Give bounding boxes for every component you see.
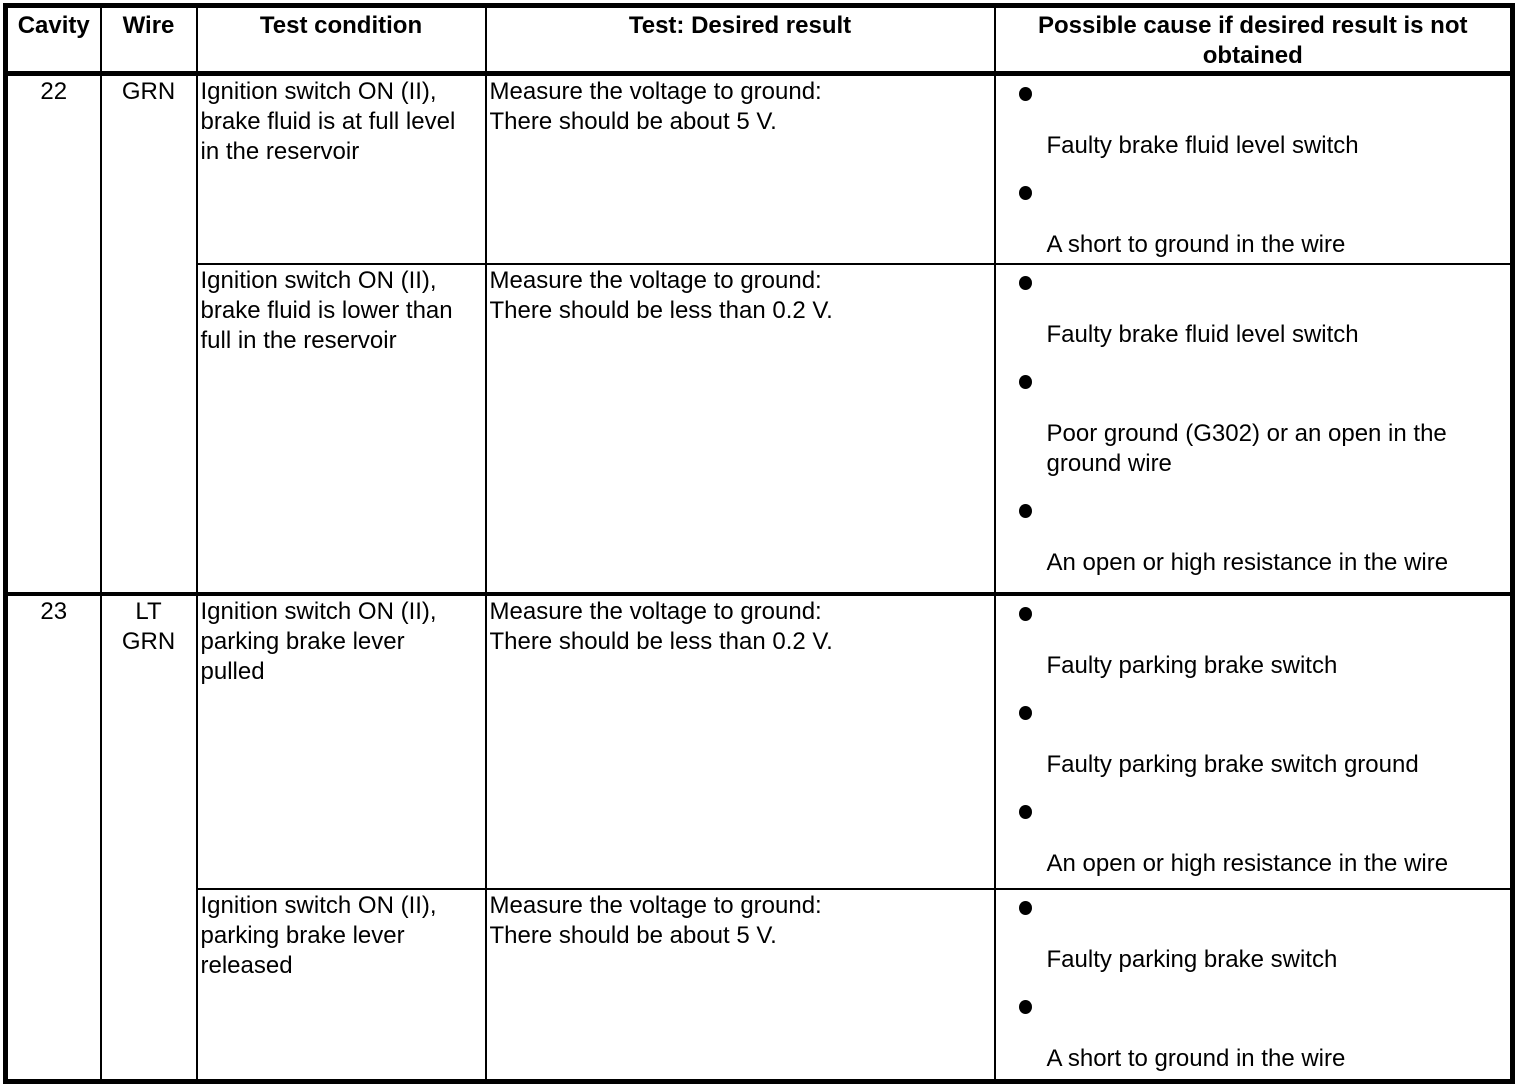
wire-cell: GRN — [99, 72, 198, 595]
cause-item: A short to ground in the wire — [997, 186, 1511, 260]
possible-cause-cell: Faulty brake fluid level switch A short … — [993, 72, 1514, 265]
table-row: 23 LT GRN Ignition switch ON (II), parki… — [4, 591, 1514, 1083]
cause-item: Faulty parking brake switch — [997, 606, 1511, 681]
desired-result-cell: Measure the voltage to ground: There sho… — [484, 591, 996, 890]
possible-cause-cell: Faulty parking brake switch A short to g… — [993, 887, 1514, 1083]
cavity-cell: 22 — [4, 72, 102, 595]
col-header-possible-cause: Possible cause if desired result is not … — [993, 4, 1514, 76]
possible-cause-cell: Faulty brake fluid level switch Poor gro… — [993, 262, 1514, 595]
desired-result-cell: Measure the voltage to ground: There sho… — [484, 262, 996, 595]
possible-cause-cell: Faulty parking brake switch Faulty parki… — [993, 591, 1514, 890]
bullet-icon — [1018, 374, 1032, 389]
cause-text: Faulty parking brake switch — [1046, 651, 1338, 679]
cavity-cell: 23 — [4, 591, 102, 1083]
header-row: Cavity Wire Test condition Test: Desired… — [4, 4, 1514, 76]
cause-item: An open or high resistance in the wire — [997, 804, 1511, 879]
table-row: Ignition switch ON (II), parking brake l… — [6, 887, 1514, 1083]
wire-cell: LT GRN — [99, 591, 198, 1083]
table-row: Ignition switch ON (II), brake fluid is … — [6, 262, 1514, 595]
cause-item: Faulty parking brake switch ground — [997, 705, 1511, 780]
col-header-desired-result: Test: Desired result — [484, 4, 996, 76]
test-condition-cell: Ignition switch ON (II), brake fluid is … — [195, 262, 487, 595]
cause-text: An open or high resistance in the wire — [1046, 548, 1449, 576]
cause-item: Faulty brake fluid level switch — [997, 87, 1511, 161]
bullet-icon — [1018, 87, 1032, 101]
cause-text: Faulty parking brake switch ground — [1046, 750, 1419, 778]
cause-text: Poor ground (G302) or an open in the gro… — [1046, 419, 1447, 477]
col-header-cavity: Cavity — [4, 4, 102, 76]
bullet-icon — [1018, 900, 1032, 915]
col-header-test-condition: Test condition — [195, 4, 487, 76]
cause-text: Faulty brake fluid level switch — [1046, 132, 1359, 159]
bullet-icon — [1018, 804, 1032, 819]
connector-test-table: Cavity Wire Test condition Test: Desired… — [3, 3, 1515, 1084]
bullet-icon — [1018, 275, 1032, 290]
desired-result-cell: Measure the voltage to ground: There sho… — [484, 72, 996, 265]
cause-text: A short to ground in the wire — [1046, 231, 1346, 258]
cause-text: An open or high resistance in the wire — [1046, 849, 1449, 877]
cause-item: An open or high resistance in the wire — [997, 503, 1511, 578]
bullet-icon — [1018, 503, 1032, 518]
cause-item: Faulty brake fluid level switch — [997, 275, 1511, 350]
cause-item: Faulty parking brake switch — [997, 900, 1511, 975]
test-condition-cell: Ignition switch ON (II), parking brake l… — [195, 591, 487, 890]
test-condition-cell: Ignition switch ON (II), parking brake l… — [195, 887, 487, 1083]
cause-item: Poor ground (G302) or an open in the gro… — [997, 374, 1511, 479]
cause-text: Faulty parking brake switch — [1046, 945, 1338, 973]
bullet-icon — [1018, 705, 1032, 720]
cause-text: A short to ground in the wire — [1046, 1044, 1346, 1072]
col-header-wire: Wire — [99, 4, 198, 76]
cause-item: A short to ground in the wire — [997, 999, 1511, 1074]
desired-result-cell: Measure the voltage to ground: There sho… — [484, 887, 996, 1083]
bullet-icon — [1018, 606, 1032, 621]
table-row: 22 GRN Ignition switch ON (II), brake fl… — [4, 72, 1514, 595]
bullet-icon — [1018, 999, 1032, 1014]
bullet-icon — [1018, 186, 1032, 200]
cause-text: Faulty brake fluid level switch — [1046, 320, 1359, 348]
test-condition-cell: Ignition switch ON (II), brake fluid is … — [195, 72, 487, 265]
